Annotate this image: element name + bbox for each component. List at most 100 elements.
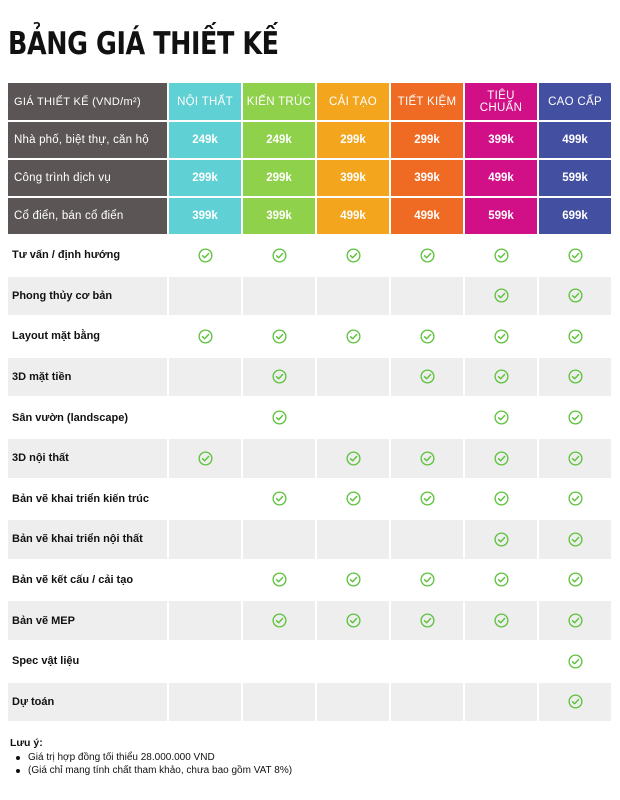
check-circle-icon xyxy=(493,368,509,385)
feature-cell-noi-that xyxy=(169,398,241,437)
check-circle-icon xyxy=(493,571,509,588)
price-cell-tiet-kiem: 399k xyxy=(391,160,463,196)
feature-label: Dự toán xyxy=(8,682,167,722)
feature-cell-noi-that xyxy=(169,682,241,722)
feature-cell-kien-truc xyxy=(243,438,315,478)
check-circle-icon xyxy=(271,246,287,263)
check-circle-icon xyxy=(419,571,435,588)
feature-cell-cai-tao xyxy=(317,682,389,722)
price-cell-tieu-chuan: 599k xyxy=(465,198,537,234)
price-row-label: Công trình dịch vụ xyxy=(8,160,167,196)
check-circle-icon xyxy=(271,490,287,507)
feature-label: Bản vẽ MEP xyxy=(8,601,167,640)
feature-cell-kien-truc xyxy=(243,276,315,316)
feature-label: Spec vật liệu xyxy=(12,655,80,668)
price-row: Công trình dịch vụ 299k 299k 399k 399k 499k 59… xyxy=(8,160,611,196)
table-header-row: GIÁ THIẾT KẾ (VND/m²) NỘI THẤT KIẾN TRÚC… xyxy=(8,83,611,120)
check-circle-icon xyxy=(419,612,435,629)
feature-cell-tieu-chuan xyxy=(465,276,537,316)
feature-cell-noi-that xyxy=(169,236,241,275)
feature-cell-cao-cap xyxy=(539,642,611,681)
feature-cell-noi-that xyxy=(169,317,241,356)
notes-list: Giá trị hợp đồng tối thiểu 28.000.000 VN… xyxy=(10,751,292,777)
feature-cell-tiet-kiem xyxy=(391,276,463,316)
feature-row: Dự toán xyxy=(8,682,611,722)
feature-row: Spec vật liệu xyxy=(8,642,611,681)
feature-cell-kien-truc xyxy=(243,236,315,275)
feature-label: Bản vẽ kết cấu / cải tạo xyxy=(12,574,134,587)
price-cell-noi-that: 399k xyxy=(169,198,241,234)
feature-label: Bản vẽ khai triển kiến trúc xyxy=(12,492,149,505)
feature-cell-tiet-kiem xyxy=(391,642,463,681)
price-cell-noi-that: 249k xyxy=(169,122,241,158)
feature-cell-cai-tao xyxy=(317,236,389,275)
feature-row: Tư vấn / định hướng xyxy=(8,236,611,275)
price-cell-tiet-kiem: 299k xyxy=(391,122,463,158)
check-circle-icon xyxy=(567,246,583,263)
feature-cell-kien-truc xyxy=(243,682,315,722)
check-circle-icon xyxy=(345,490,361,507)
check-circle-icon xyxy=(567,368,583,385)
note-item: Giá trị hợp đồng tối thiểu 28.000.000 VN… xyxy=(16,751,292,764)
feature-cell-noi-that xyxy=(169,276,241,316)
feature-row: Bản vẽ MEP xyxy=(8,601,611,640)
feature-label: Sân vườn (landscape) xyxy=(12,411,129,424)
feature-cell-tiet-kiem xyxy=(391,682,463,722)
feature-row: 3D nội thất xyxy=(8,438,611,478)
feature-cell-cai-tao xyxy=(317,520,389,559)
check-circle-icon xyxy=(419,490,435,507)
feature-row: Phong thủy cơ bản xyxy=(8,276,611,316)
feature-cell-cai-tao xyxy=(317,357,389,397)
price-cell-cao-cap: 499k xyxy=(539,122,611,158)
feature-cell-tieu-chuan xyxy=(465,601,537,640)
pricing-table: GIÁ THIẾT KẾ (VND/m²) NỘI THẤT KIẾN TRÚC… xyxy=(6,81,613,723)
price-cell-cao-cap: 599k xyxy=(539,160,611,196)
feature-cell-noi-that xyxy=(169,357,241,397)
header-plan-cao-cap: CAO CẤP xyxy=(539,83,611,120)
check-circle-icon xyxy=(345,571,361,588)
check-circle-icon xyxy=(197,246,213,263)
check-circle-icon xyxy=(567,693,583,710)
feature-cell-kien-truc xyxy=(243,642,315,681)
feature-cell-cai-tao xyxy=(317,601,389,640)
price-cell-kien-truc: 399k xyxy=(243,198,315,234)
check-circle-icon xyxy=(493,530,509,547)
check-circle-icon xyxy=(567,327,583,344)
feature-cell-noi-that xyxy=(169,480,241,519)
feature-cell-tiet-kiem xyxy=(391,561,463,600)
feature-cell-kien-truc xyxy=(243,561,315,600)
price-cell-tiet-kiem: 499k xyxy=(391,198,463,234)
check-circle-icon xyxy=(345,327,361,344)
check-circle-icon xyxy=(567,652,583,669)
feature-cell-cao-cap xyxy=(539,357,611,397)
check-circle-icon xyxy=(493,490,509,507)
header-plan-tiet-kiem: TIẾT KIỆM xyxy=(391,83,463,120)
page-title: BẢNG GIÁ THIẾT KẾ xyxy=(8,26,279,62)
price-row: Cổ điển, bán cổ điển 399k 399k 499k 499k 599k… xyxy=(8,198,611,234)
check-circle-icon xyxy=(345,246,361,263)
feature-cell-cao-cap xyxy=(539,601,611,640)
check-circle-icon xyxy=(493,612,509,629)
feature-cell-tieu-chuan xyxy=(465,561,537,600)
feature-cell-kien-truc xyxy=(243,357,315,397)
feature-cell-tieu-chuan xyxy=(465,642,537,681)
check-circle-icon xyxy=(271,327,287,344)
header-plan-cai-tao: CẢI TẠO xyxy=(317,83,389,120)
check-circle-icon xyxy=(567,571,583,588)
feature-label: Tư vấn / định hướng xyxy=(12,249,121,262)
price-row-label: Cổ điển, bán cổ điển xyxy=(8,198,167,234)
feature-cell-tiet-kiem xyxy=(391,357,463,397)
check-circle-icon xyxy=(345,449,361,466)
check-circle-icon xyxy=(567,409,583,426)
feature-label: Phong thủy cơ bản xyxy=(8,276,167,316)
check-circle-icon xyxy=(271,368,287,385)
header-price-label: GIÁ THIẾT KẾ (VND/m²) xyxy=(8,83,167,120)
check-circle-icon xyxy=(345,612,361,629)
notes-title: Lưu ý: xyxy=(10,737,43,749)
check-circle-icon xyxy=(419,246,435,263)
price-row: Nhà phố, biệt thự, căn hộ 249k 249k 299k 299… xyxy=(8,122,611,158)
note-item: (Giá chỉ mang tính chất tham khảo, chưa … xyxy=(16,764,292,777)
feature-cell-tieu-chuan xyxy=(465,236,537,275)
feature-cell-cao-cap xyxy=(539,561,611,600)
price-cell-cai-tao: 299k xyxy=(317,122,389,158)
